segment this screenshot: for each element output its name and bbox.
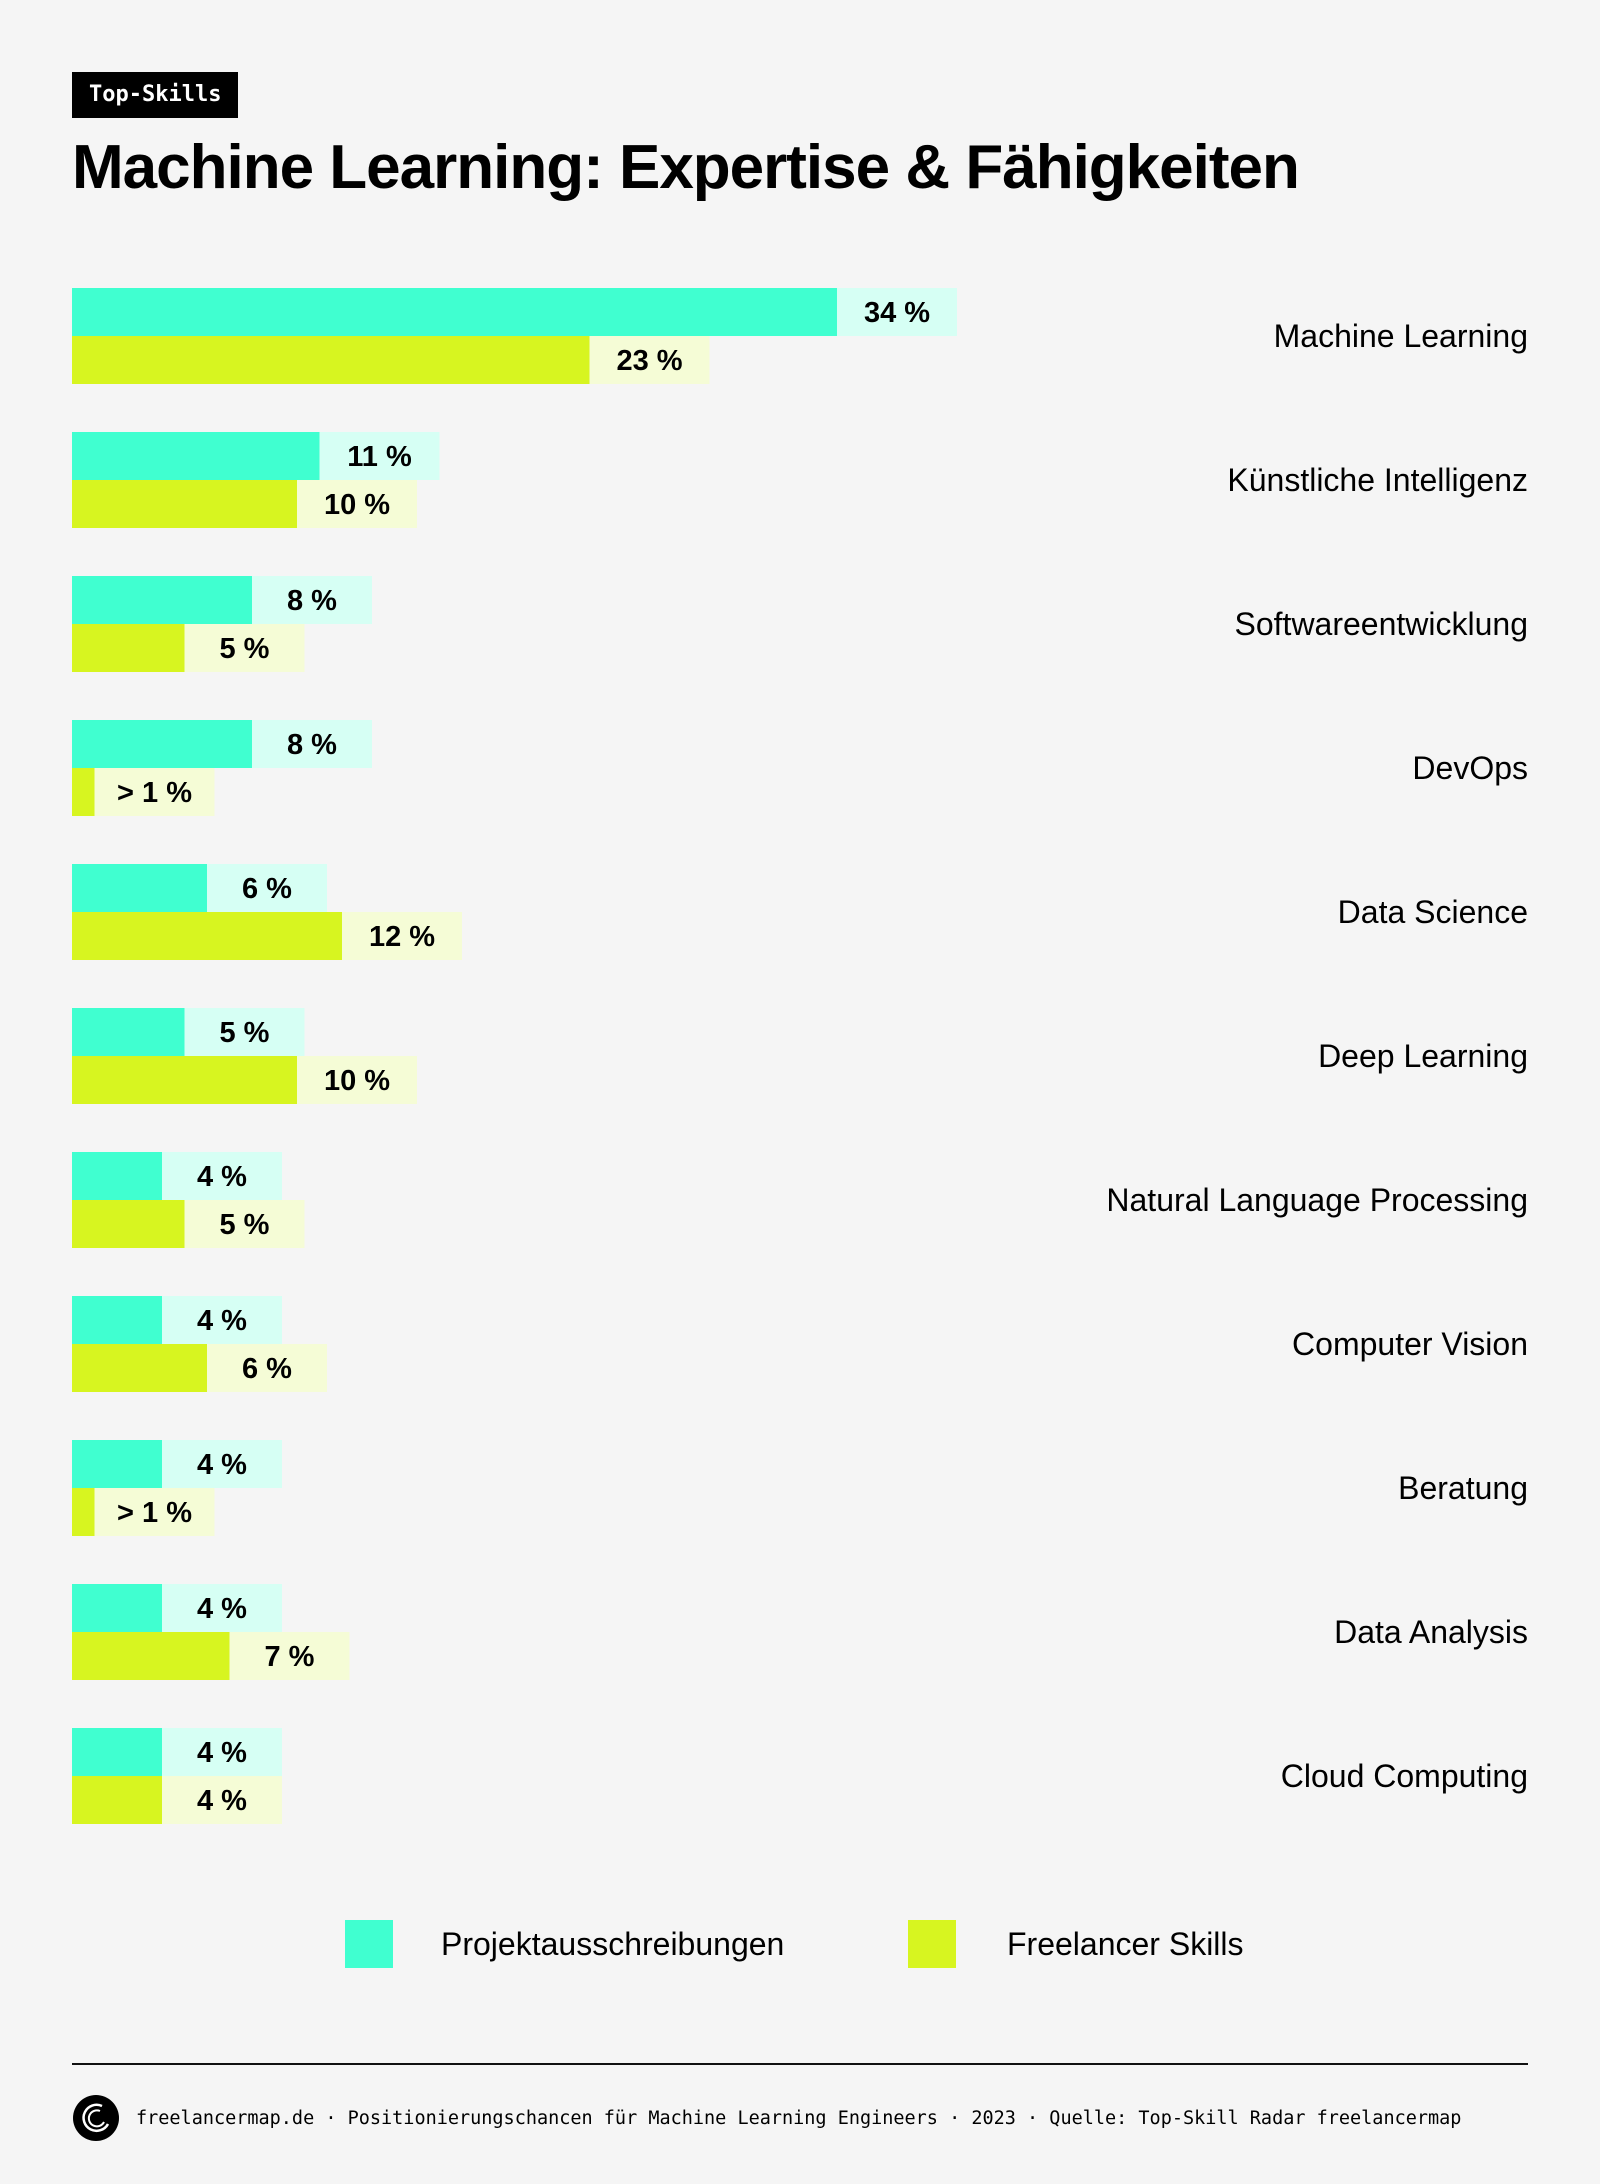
bar-label-bg [162,1152,282,1200]
legend-swatch-freelancer [908,1920,956,1968]
category-label: DevOps [1412,750,1528,786]
page-title: Machine Learning: Expertise & Fähigkeite… [72,133,1300,202]
data-label: 7 % [265,1641,315,1673]
category-label: Softwareentwicklung [1235,606,1528,642]
bar-freelancer [72,1488,95,1536]
data-label: > 1 % [117,777,192,809]
data-label: 4 % [197,1737,247,1769]
bar-label-bg [94,768,215,816]
category-label: Data Science [1338,894,1528,930]
bar-label-bg [162,1296,282,1344]
bar-label-bg [252,720,372,768]
bar-projekt [72,864,207,912]
bar-freelancer [72,624,185,672]
bar-label-bg [162,1440,282,1488]
data-label: 4 % [197,1161,247,1193]
bar-label-bg [94,1488,215,1536]
data-label: > 1 % [117,1497,192,1529]
data-label: 5 % [220,1209,270,1241]
footer: freelancermap.de · Positionierungschance… [72,2094,1461,2142]
legend-label-freelancer: Freelancer Skills [1007,1926,1244,1962]
bar-chart: 34 % 23 % Machine Learning 11 % 10 % Künstlic… [72,288,1528,1824]
category-label: Computer Vision [1292,1326,1528,1362]
bar-label-bg [252,576,372,624]
bar-projekt [72,1296,162,1344]
bar-freelancer [72,1776,162,1824]
bar-freelancer [72,480,297,528]
category-label: Cloud Computing [1281,1758,1528,1794]
bar-projekt [72,1728,162,1776]
bar-label-bg [184,1200,305,1248]
bar-projekt [72,576,252,624]
data-label: 10 % [324,489,390,521]
bar-freelancer [72,1200,185,1248]
bar-label-bg [837,288,957,336]
bar-label-bg [297,480,417,528]
data-label: 4 % [197,1785,247,1817]
data-label: 23 % [616,345,682,377]
data-label: 5 % [220,1017,270,1049]
data-label: 11 % [347,441,412,473]
bar-projekt [72,1584,162,1632]
category-label: Machine Learning [1274,318,1528,354]
bar-label-bg [207,1344,327,1392]
data-label: 5 % [220,633,270,665]
bar-label-bg [297,1056,417,1104]
bar-freelancer [72,912,342,960]
data-label: 10 % [324,1065,390,1097]
category-label: Data Analysis [1334,1614,1528,1650]
bar-projekt [72,432,320,480]
bar-label-bg [229,1632,350,1680]
bar-freelancer [72,1056,297,1104]
bar-label-bg [162,1728,282,1776]
bar-freelancer [72,1344,207,1392]
data-label: 8 % [287,729,337,761]
data-label: 34 % [864,297,930,329]
data-label: 8 % [287,585,337,617]
category-label: Beratung [1398,1470,1528,1506]
bar-freelancer [72,336,590,384]
data-label: 4 % [197,1593,247,1625]
bar-label-bg [184,624,305,672]
bar-label-bg [319,432,440,480]
bar-label-bg [162,1584,282,1632]
footer-divider [72,2063,1528,2065]
bar-projekt [72,1152,162,1200]
bar-projekt [72,720,252,768]
bar-label-bg [342,912,462,960]
data-label: 12 % [369,921,435,953]
bar-projekt [72,288,837,336]
category-label: Deep Learning [1318,1038,1528,1074]
legend: Projektausschreibungen Freelancer Skills [0,1920,1600,1968]
category-label: Natural Language Processing [1106,1182,1528,1218]
bar-label-bg [207,864,327,912]
bar-label-bg [589,336,710,384]
legend-swatch-projekt [345,1920,393,1968]
top-skills-badge: Top-Skills [72,72,239,118]
data-label: 4 % [197,1305,247,1337]
data-label: 4 % [197,1449,247,1481]
bar-projekt [72,1440,162,1488]
bar-freelancer [72,768,95,816]
bar-projekt [72,1008,185,1056]
data-label: 6 % [242,873,292,905]
data-label: 6 % [242,1353,292,1385]
bar-label-bg [184,1008,305,1056]
freelancermap-logo-icon [73,2095,119,2141]
category-label: Künstliche Intelligenz [1227,462,1528,498]
footer-text: freelancermap.de · Positionierungschance… [136,2107,1462,2129]
bar-label-bg [162,1776,282,1824]
bar-freelancer [72,1632,230,1680]
legend-label-projekt: Projektausschreibungen [441,1926,785,1962]
